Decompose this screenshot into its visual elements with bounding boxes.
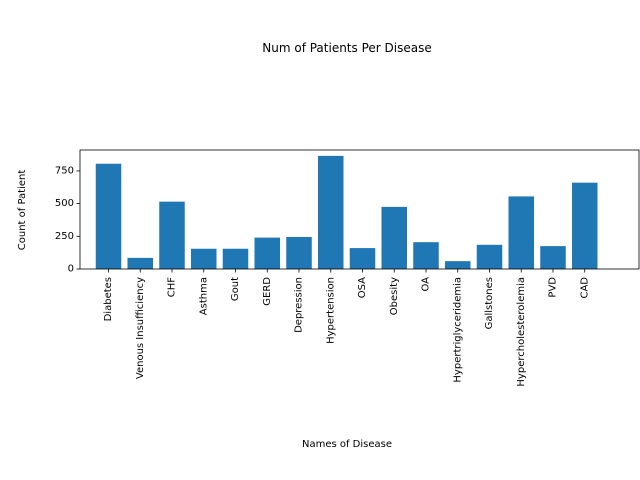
x-tick-label: Gout	[230, 277, 241, 301]
x-tick-label: CHF	[167, 277, 178, 298]
plot-frame	[79, 149, 640, 270]
bar-pvd	[540, 246, 566, 269]
x-tick-label: Hypertension	[325, 277, 336, 344]
x-tick-label: Hypercholesterolemia	[516, 277, 527, 387]
x-tick-label: OA	[421, 277, 432, 292]
x-tick-label: PVD	[548, 277, 559, 298]
x-tick-label: Obesity	[389, 277, 400, 315]
y-tick-label: 750	[55, 165, 74, 176]
bar-diabetes	[95, 163, 122, 269]
bar-cad	[572, 182, 598, 269]
bar-chf	[159, 201, 185, 269]
x-tick-label: GERD	[262, 277, 273, 306]
bar-hypertriglyceridemia	[445, 261, 471, 269]
chart-title: Num of Patients Per Disease	[262, 41, 431, 55]
bar-depression	[286, 236, 312, 269]
x-tick-label: Gallstones	[484, 277, 495, 329]
bar-gallstones	[476, 244, 503, 269]
bar-osa	[349, 248, 376, 269]
y-tick-label: 500	[55, 198, 74, 209]
x-tick-label: Hypertriglyceridemia	[452, 277, 463, 383]
x-axis-label: Names of Disease	[302, 439, 392, 450]
x-tick-label: Diabetes	[103, 277, 114, 321]
bar-gout	[222, 248, 249, 269]
y-tick-label: 250	[55, 231, 74, 242]
bar-obesity	[381, 206, 407, 269]
x-tick-label: CAD	[579, 277, 590, 299]
bar-oa	[413, 242, 439, 269]
y-axis-label: Count of Patient	[17, 170, 28, 251]
bar-asthma	[191, 248, 217, 269]
x-tick-label: OSA	[357, 277, 368, 298]
x-tick-label: Asthma	[198, 277, 209, 315]
bar-hypertension	[318, 155, 344, 269]
bar-venous-insufficiency	[127, 257, 153, 269]
bar-hypercholesterolemia	[508, 196, 534, 269]
bars-group	[95, 155, 598, 269]
bar-gerd	[254, 237, 280, 269]
y-tick-label: 0	[68, 264, 74, 275]
x-axis: Diabetes Venous Insufficiency CHF Asthma Gou…	[103, 269, 590, 387]
x-tick-label: Depression	[294, 277, 305, 333]
y-axis: 0 250 500 750	[55, 165, 80, 275]
x-tick-label: Venous Insufficiency	[135, 277, 146, 379]
